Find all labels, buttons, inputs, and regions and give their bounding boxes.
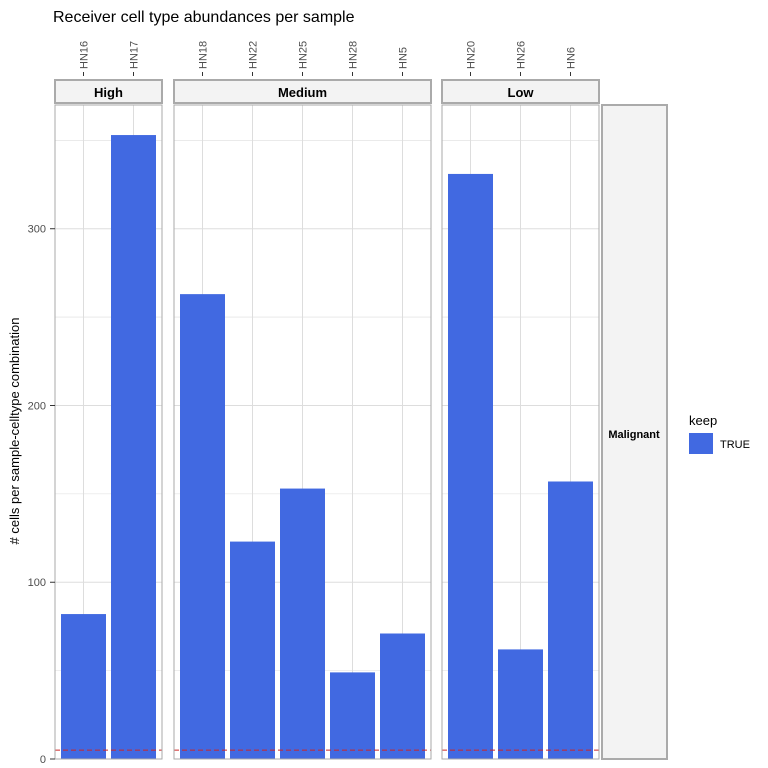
bar-hn22 (230, 541, 275, 759)
legend-swatch-true (689, 433, 713, 454)
y-tick-label: 100 (28, 577, 46, 589)
bar-hn25 (280, 488, 325, 759)
chart-title: Receiver cell type abundances per sample (53, 9, 355, 26)
panel-high: High HN16 HN17 (54, 41, 163, 760)
x-tick-label: HN22 (248, 41, 260, 69)
strip-high (54, 79, 163, 104)
bar-hn28 (330, 672, 375, 759)
panel-low: Low HN20 HN26 HN6 (441, 41, 600, 760)
strip-label-high: High (94, 85, 123, 100)
panel-border (54, 104, 163, 760)
bar-hn17 (111, 135, 156, 759)
x-tick-label: HN20 (466, 41, 478, 69)
panel-border (173, 104, 432, 760)
bar-hn6 (548, 481, 593, 759)
strip-medium (173, 79, 432, 104)
bar-hn5 (380, 633, 425, 759)
y-axis-title: # cells per sample-celltype combination (7, 318, 22, 545)
x-tick-label: HN28 (348, 41, 360, 69)
bar-hn26 (498, 649, 543, 759)
panel-medium: Medium HN18 HN22 HN25 HN28 HN5 (173, 41, 432, 760)
y-tick-label: 0 (40, 754, 46, 766)
panel-border (441, 104, 600, 760)
row-strip-box (601, 104, 668, 760)
bar-hn18 (180, 294, 225, 759)
x-tick-label: HN16 (79, 41, 91, 69)
y-tick-label: 300 (28, 224, 46, 236)
strip-low (441, 79, 600, 104)
strip-label-medium: Medium (278, 85, 327, 100)
x-tick-label: HN25 (298, 41, 310, 69)
legend-title: keep (689, 413, 717, 428)
x-tick-label: HN18 (198, 41, 210, 69)
x-tick-label: HN5 (398, 47, 410, 69)
y-tick-label: 200 (28, 400, 46, 412)
bar-hn20 (448, 173, 493, 760)
x-tick-label: HN17 (129, 41, 141, 69)
x-tick-label: HN26 (516, 41, 528, 69)
row-strip-label: Malignant (608, 429, 660, 441)
legend-label-true: TRUE (720, 439, 750, 451)
x-tick-label: HN6 (566, 47, 578, 69)
y-axis: 0 100 200 300 (28, 224, 55, 766)
strip-label-low: Low (508, 85, 535, 100)
legend: keep TRUE (689, 413, 750, 454)
row-strip: Malignant (601, 104, 668, 760)
bar-hn16 (61, 614, 106, 759)
panels-layer: High HN16 HN17 Medium HN18 HN22 HN25 HN28 HN5 Low… (54, 41, 668, 760)
